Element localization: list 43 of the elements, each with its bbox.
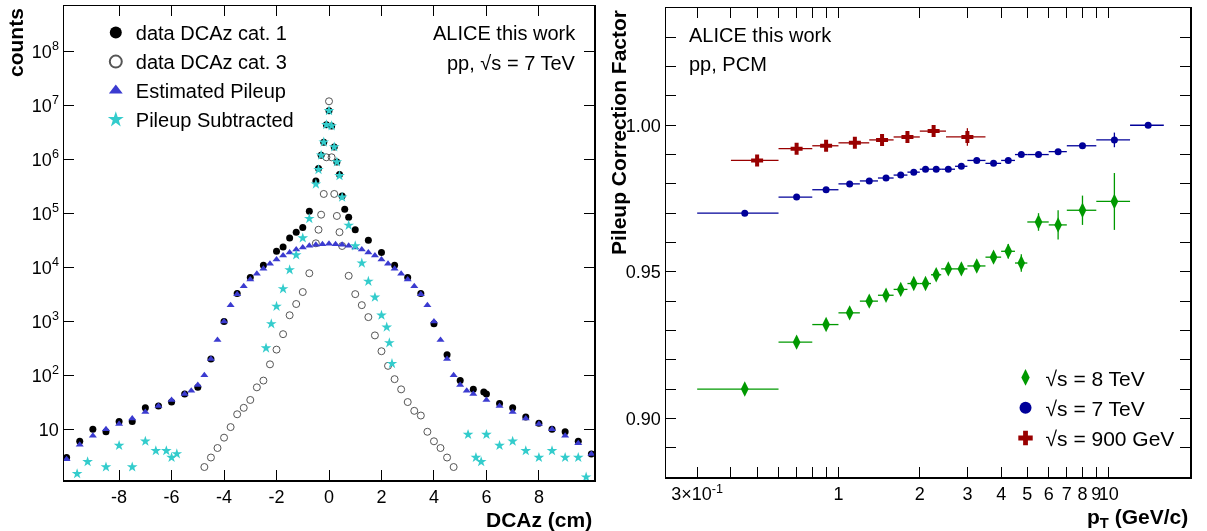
x-tick-label: -6 [163,487,180,508]
annotation: ALICE this work [433,22,577,44]
y-tick-label: 0.90 [625,408,661,429]
x-tick-label: 7 [1061,484,1072,505]
x-tick-label: 4 [996,484,1007,505]
x-tick-label: 3 [962,484,973,505]
x-tick-label: 4 [428,487,439,508]
x-tick-label: 8 [1077,484,1088,505]
y-tick-label: 10$^{4}$ [31,255,59,278]
y-tick-label: 10$^{2}$ [31,363,59,386]
legend-label: Pileup Subtracted [135,109,294,132]
x-tick-label: 2 [914,484,925,505]
y-tick-label: 10$^{7}$ [31,93,59,116]
x-tick-label: 6 [1043,484,1054,505]
x-tick-label: -8 [111,487,128,508]
y-axis-title: counts [4,8,27,77]
legend-label: Estimated Pileup [135,80,286,103]
x-tick-label: 5 [1022,484,1033,505]
legend-label: data DCAz cat. 3 [135,51,287,74]
x-tick-label: 8 [533,487,544,508]
legend-label: √s = 900 GeV [1045,427,1175,451]
x-tick-label: -4 [216,487,233,508]
x-axis-title: DCAz (cm) [486,508,593,531]
x-tick-label: -2 [268,487,285,508]
x-tick-label: 0 [323,487,335,508]
x-tick-label: 9 [1091,484,1102,505]
x-tick-label: 1 [833,484,844,505]
y-tick-label: 10$^{5}$ [31,201,59,224]
legend-label: √s = 7 TeV [1045,396,1145,420]
x-tick-label: 3×10$^{-1}$ [671,481,724,505]
x-tick-label: 2 [376,487,387,508]
legend-label: √s = 8 TeV [1045,366,1145,390]
x-axis-title: p$_{T}$ (GeV/c) [1087,505,1189,531]
legend-label: data DCAz cat. 1 [135,22,287,45]
y-tick-label: 10$^{6}$ [31,147,59,170]
annotation: pp, PCM [689,53,767,75]
y-tick-label: 0.95 [625,262,661,283]
y-tick-label: 10$^{3}$ [31,309,59,332]
annotation: pp, √s = 7 TeV [447,52,576,74]
annotation: ALICE this work [689,24,833,46]
y-tick-label: 10 [38,419,59,440]
y-tick-label: 10$^{8}$ [31,39,59,62]
x-tick-label: 6 [481,487,492,508]
